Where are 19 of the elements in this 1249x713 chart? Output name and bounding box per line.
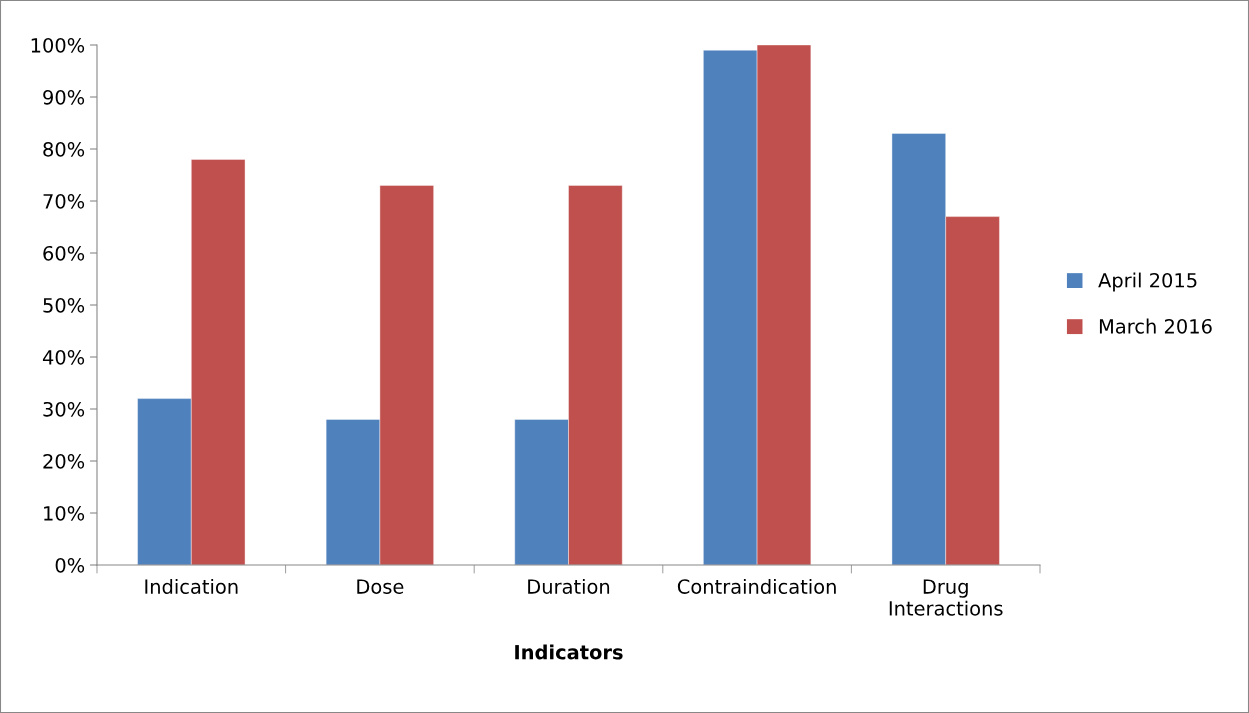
y-tick-label: 20% (43, 453, 85, 469)
y-tick-label: 70% (43, 193, 85, 209)
legend-label: April 2015 (1098, 272, 1197, 292)
y-tick-label: 80% (43, 141, 85, 157)
y-tick-label: 50% (43, 297, 85, 313)
y-tick-label: 60% (43, 245, 85, 261)
y-tick-label: 40% (42, 349, 85, 365)
x-tick-label: Contraindication (677, 578, 836, 594)
y-tick-label: 10% (44, 505, 85, 521)
y-tick-label: 90% (43, 89, 85, 105)
x-tick-label: Dose (357, 579, 404, 594)
y-tick-label: 30% (43, 401, 85, 417)
x-tick-label: Indication (145, 578, 238, 594)
x-tick-label: Duration (528, 578, 610, 594)
y-tick-label: 100% (31, 37, 85, 53)
x-axis-title: Indicators (515, 644, 623, 660)
legend-label: March 2016 (1099, 318, 1212, 334)
x-tick-label: Drug Interactions (889, 579, 1003, 616)
y-tick-label: 0% (55, 557, 85, 573)
